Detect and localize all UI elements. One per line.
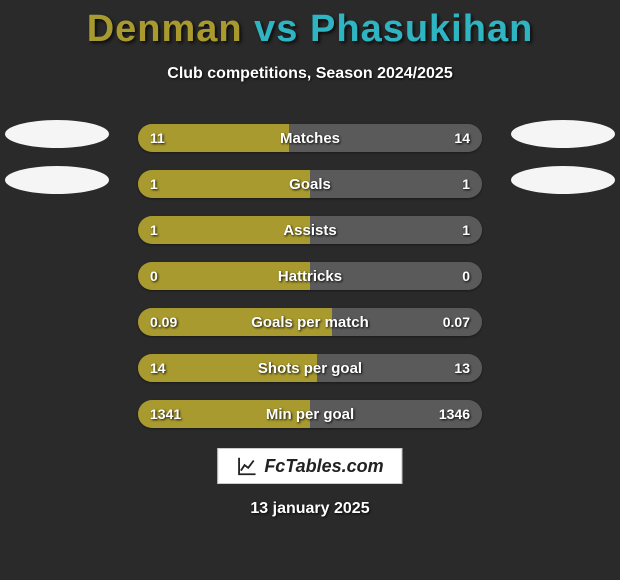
badges-right: [508, 120, 618, 194]
stat-row: 1413Shots per goal: [138, 354, 482, 382]
watermark: FcTables.com: [217, 448, 402, 484]
stat-row: 0.090.07Goals per match: [138, 308, 482, 336]
comparison-title: Denman vs Phasukihan: [0, 0, 620, 51]
stat-label: Hattricks: [138, 262, 482, 290]
club-badge-right: [511, 120, 615, 148]
stats-container: 1114Matches 11Goals 11Assists 00Hattricks 0.…: [138, 124, 482, 428]
player1-name: Denman: [87, 8, 243, 50]
watermark-text: FcTables.com: [264, 456, 383, 477]
stat-row: 1114Matches: [138, 124, 482, 152]
stat-label: Goals per match: [138, 308, 482, 336]
date-text: 13 january 2025: [0, 500, 620, 518]
club-badge-left: [5, 120, 109, 148]
player2-name: Phasukihan: [310, 8, 533, 50]
vs-text: vs: [254, 8, 298, 50]
club-badge-right: [511, 166, 615, 194]
stat-row: 00Hattricks: [138, 262, 482, 290]
subtitle: Club competitions, Season 2024/2025: [0, 65, 620, 83]
stat-label: Shots per goal: [138, 354, 482, 382]
stat-row: 11Assists: [138, 216, 482, 244]
stat-row: 13411346Min per goal: [138, 400, 482, 428]
club-badge-left: [5, 166, 109, 194]
stat-label: Assists: [138, 216, 482, 244]
stat-row: 11Goals: [138, 170, 482, 198]
stat-label: Goals: [138, 170, 482, 198]
badges-left: [2, 120, 112, 194]
stat-label: Min per goal: [138, 400, 482, 428]
stat-label: Matches: [138, 124, 482, 152]
chart-icon: [236, 455, 258, 477]
